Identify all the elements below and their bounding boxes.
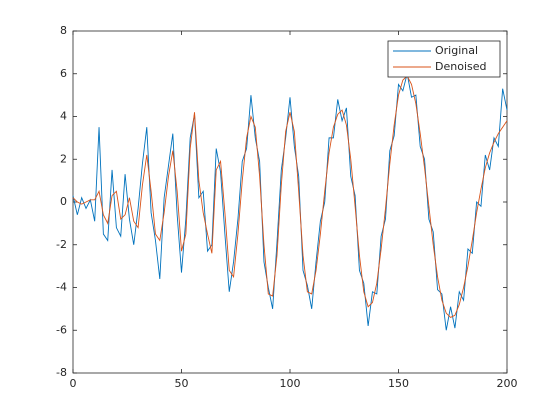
- x-tick-label: 50: [175, 377, 189, 390]
- y-tick-label: 6: [60, 67, 67, 80]
- x-tick-label: 200: [497, 377, 518, 390]
- legend-box: [387, 40, 501, 78]
- legend-label: Denoised: [435, 60, 486, 73]
- y-tick-label: -2: [56, 238, 67, 251]
- y-tick-label: -8: [56, 366, 67, 379]
- x-tick-label: 150: [388, 377, 409, 390]
- data-line: [72, 75, 508, 318]
- y-tick-label: -4: [56, 281, 67, 294]
- y-tick-label: 0: [60, 195, 67, 208]
- y-tick-label: -6: [56, 323, 67, 336]
- axes-box: [72, 30, 508, 374]
- y-tick-label: 8: [60, 24, 67, 37]
- x-tick-label: 0: [70, 377, 77, 390]
- y-tick-label: 4: [60, 110, 67, 123]
- data-line: [72, 73, 508, 331]
- y-tick-label: 2: [60, 152, 67, 165]
- legend-label: Original: [435, 44, 478, 57]
- x-tick-label: 100: [280, 377, 301, 390]
